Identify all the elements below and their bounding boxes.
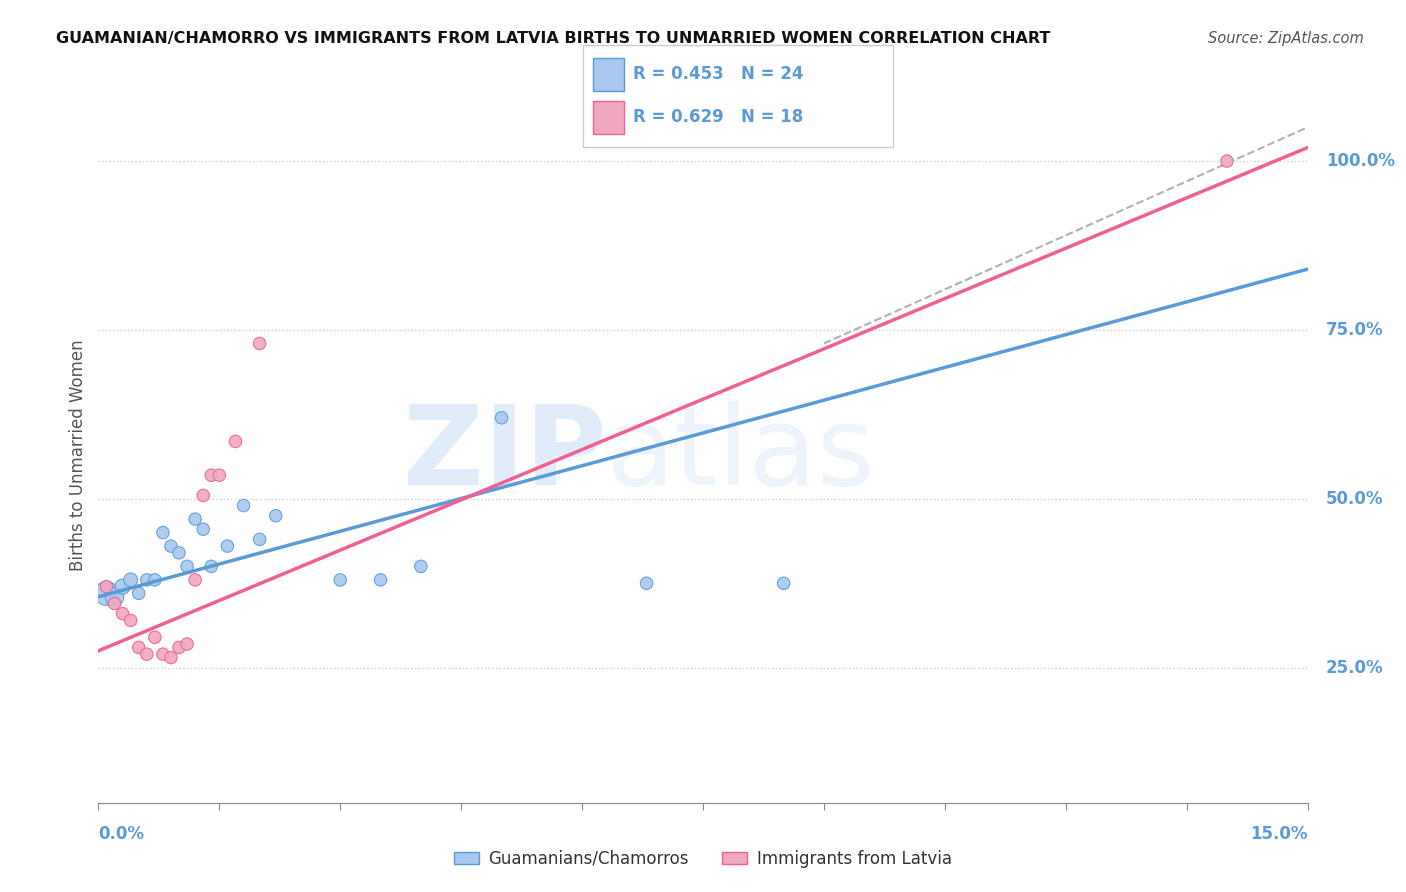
- Text: 15.0%: 15.0%: [1250, 825, 1308, 843]
- Text: 100.0%: 100.0%: [1326, 152, 1395, 170]
- Point: [329, 573, 352, 587]
- Point: [152, 647, 174, 661]
- Point: [160, 650, 183, 665]
- Point: [111, 607, 134, 621]
- Text: atlas: atlas: [606, 401, 875, 508]
- Point: [143, 573, 166, 587]
- Text: R = 0.453   N = 24: R = 0.453 N = 24: [633, 65, 803, 83]
- Point: [184, 573, 207, 587]
- Point: [160, 539, 183, 553]
- Point: [120, 614, 142, 628]
- Point: [370, 573, 392, 587]
- Point: [232, 499, 254, 513]
- Point: [103, 597, 125, 611]
- Point: [176, 559, 198, 574]
- Text: 0.0%: 0.0%: [98, 825, 145, 843]
- Point: [409, 559, 432, 574]
- Text: 75.0%: 75.0%: [1326, 321, 1384, 339]
- Point: [135, 573, 157, 587]
- Point: [249, 533, 271, 547]
- Point: [636, 576, 658, 591]
- Point: [208, 468, 231, 483]
- Point: [200, 468, 222, 483]
- Point: [120, 573, 142, 587]
- Point: [772, 576, 794, 591]
- Bar: [593, 58, 624, 91]
- Text: 50.0%: 50.0%: [1326, 490, 1384, 508]
- Point: [184, 512, 207, 526]
- Point: [217, 539, 239, 553]
- Point: [224, 434, 246, 449]
- Point: [96, 580, 118, 594]
- Point: [264, 508, 287, 523]
- Point: [128, 640, 150, 655]
- Point: [491, 410, 513, 425]
- Bar: [593, 101, 624, 134]
- Text: R = 0.629   N = 18: R = 0.629 N = 18: [633, 109, 803, 127]
- Point: [193, 488, 215, 502]
- Text: Source: ZipAtlas.com: Source: ZipAtlas.com: [1208, 31, 1364, 46]
- Y-axis label: Births to Unmarried Women: Births to Unmarried Women: [69, 339, 87, 571]
- Point: [96, 586, 118, 600]
- Point: [1216, 154, 1239, 169]
- Point: [167, 546, 190, 560]
- Point: [249, 336, 271, 351]
- Point: [176, 637, 198, 651]
- Point: [128, 586, 150, 600]
- Text: ZIP: ZIP: [404, 401, 606, 508]
- Point: [143, 630, 166, 644]
- Point: [200, 559, 222, 574]
- Text: 25.0%: 25.0%: [1326, 658, 1384, 677]
- Point: [111, 580, 134, 594]
- Point: [103, 590, 125, 604]
- Point: [135, 647, 157, 661]
- Point: [167, 640, 190, 655]
- Point: [152, 525, 174, 540]
- Point: [193, 522, 215, 536]
- Text: GUAMANIAN/CHAMORRO VS IMMIGRANTS FROM LATVIA BIRTHS TO UNMARRIED WOMEN CORRELATI: GUAMANIAN/CHAMORRO VS IMMIGRANTS FROM LA…: [56, 31, 1050, 46]
- Legend: Guamanians/Chamorros, Immigrants from Latvia: Guamanians/Chamorros, Immigrants from La…: [447, 843, 959, 874]
